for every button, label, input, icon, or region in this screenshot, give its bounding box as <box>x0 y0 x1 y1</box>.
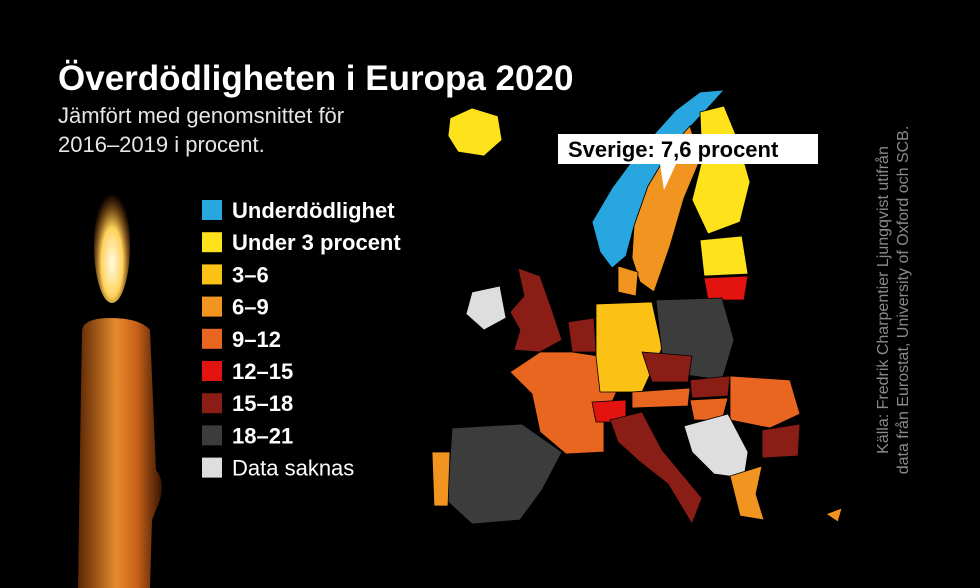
legend-swatch <box>202 457 222 478</box>
country <box>825 507 843 523</box>
country <box>729 375 801 429</box>
legend-swatch <box>202 328 222 349</box>
country <box>699 235 749 277</box>
country <box>609 411 703 525</box>
source-line: data från Eurostat, University of Oxford… <box>894 126 912 475</box>
country <box>703 275 749 301</box>
callout-text: Sverige: 7,6 procent <box>568 137 779 162</box>
legend-label: 3–6 <box>232 262 269 287</box>
source: Källa: Fredrik Charpentier Ljungqvist ut… <box>874 126 912 475</box>
country <box>591 89 725 269</box>
legend-swatch <box>202 361 222 381</box>
country <box>641 351 693 383</box>
source-line: Källa: Fredrik Charpentier Ljungqvist ut… <box>874 146 892 454</box>
country <box>631 387 691 409</box>
title: Överdödligheten i Europa 2020 <box>58 59 573 98</box>
legend-swatch <box>202 232 222 253</box>
legend-swatch <box>202 200 222 220</box>
country <box>761 423 801 459</box>
legend-label: Under 3 procent <box>232 230 401 255</box>
legend: Underdödlighet Under 3 procent 3–6 6–9 9–12 1… <box>202 198 401 481</box>
legend-swatch <box>202 393 222 414</box>
candle-body <box>78 318 162 588</box>
country <box>689 375 731 399</box>
legend-label: Data saknas <box>232 456 354 481</box>
legend-label: 18–21 <box>232 423 293 448</box>
legend-label: 9–12 <box>232 327 281 352</box>
map <box>431 89 843 525</box>
candle <box>78 187 162 588</box>
callout-pointer <box>660 164 676 190</box>
country <box>447 107 503 157</box>
candle-flame <box>94 187 130 303</box>
legend-swatch <box>202 264 222 285</box>
legend-label: 6–9 <box>232 295 269 320</box>
country <box>465 285 507 331</box>
callout-box <box>558 134 818 164</box>
subtitle: Jämfört med genomsnittet för <box>58 103 344 128</box>
callout: Sverige: 7,6 procent <box>558 134 818 190</box>
legend-swatch <box>202 296 222 317</box>
legend-label: 15–18 <box>232 391 293 416</box>
legend-label: Underdödlighet <box>232 198 395 223</box>
country <box>509 267 563 353</box>
legend-label: 12–15 <box>232 359 293 384</box>
country <box>567 317 597 353</box>
country <box>729 465 765 521</box>
subtitle: 2016–2019 i procent. <box>58 132 265 157</box>
country <box>509 351 621 455</box>
country <box>617 265 639 297</box>
legend-swatch <box>202 425 222 446</box>
country <box>431 451 451 507</box>
